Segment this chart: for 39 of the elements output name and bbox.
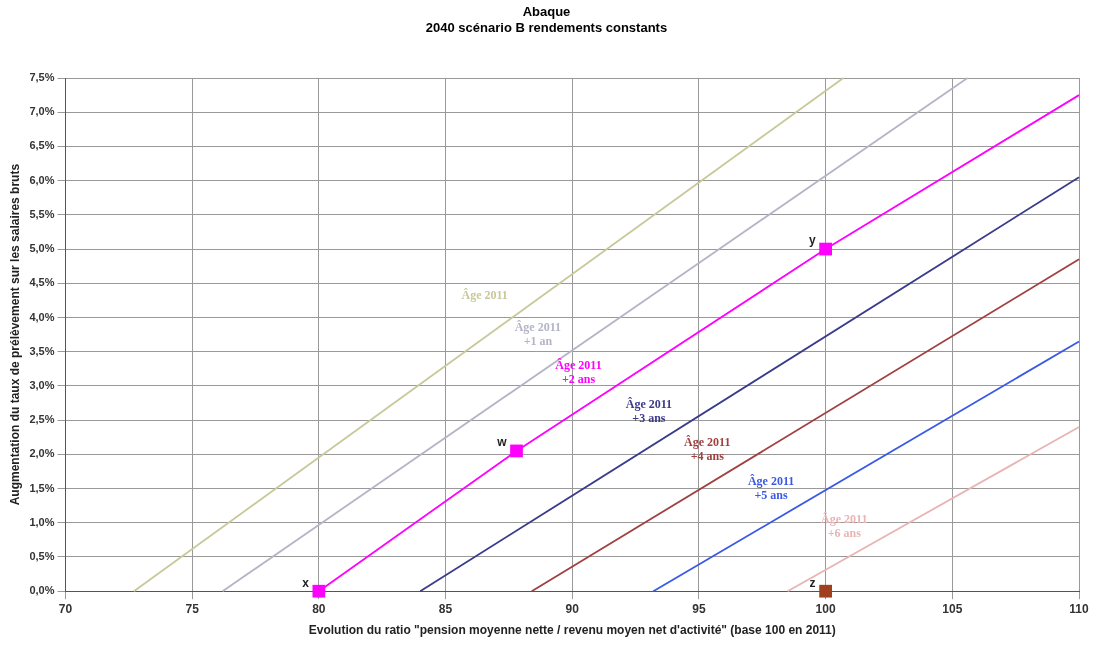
series-label: Âge 2011 +5 ans <box>747 473 795 502</box>
series-label: Âge 2011 +2 ans <box>555 358 602 387</box>
y-tick-label: 5,5% <box>29 207 55 220</box>
y-tick-label: 1,0% <box>29 515 55 528</box>
y-tick-label: 2,5% <box>29 413 55 426</box>
x-tick-label: 85 <box>438 601 453 616</box>
y-tick-label: 6,5% <box>29 139 55 152</box>
annotation: x <box>302 575 310 590</box>
y-tick-label: 0,0% <box>29 584 55 597</box>
y-tick-label: 2,0% <box>29 447 55 460</box>
series-label: Âge 2011 +4 ans <box>684 435 731 464</box>
y-tick-label: 4,0% <box>29 310 55 323</box>
chart-title: Abaque <box>521 4 572 20</box>
x-tick-label: 90 <box>565 601 580 616</box>
series-label: Âge 2011 <box>461 288 508 303</box>
y-tick-label: 5,0% <box>29 242 55 255</box>
y-tick-label: 7,5% <box>29 71 55 84</box>
y-tick-label: 7,0% <box>29 105 55 118</box>
x-tick-label: 70 <box>58 601 73 616</box>
series-label: Âge 2011 +3 ans <box>625 396 673 425</box>
x-tick-label: 75 <box>185 601 200 616</box>
series-label: Âge 2011 +1 an <box>514 319 562 348</box>
y-tick-label: 0,5% <box>29 550 55 563</box>
annotation: w <box>496 435 508 450</box>
x-tick-label: 100 <box>815 601 836 616</box>
x-tick-label: 105 <box>942 601 963 616</box>
x-tick-label: 110 <box>1069 601 1090 616</box>
x-axis-title: Evolution du ratio "pension moyenne nette / revenu moyen net d'activité" (base 100 en 2011) <box>308 623 836 638</box>
y-tick-label: 1,5% <box>29 481 55 494</box>
x-tick-label: 80 <box>312 601 326 616</box>
annotation: y <box>808 233 816 248</box>
chart-subtitle: 2040 scénario B rendements constants <box>424 20 669 36</box>
y-tick-label: 3,5% <box>29 344 55 357</box>
y-axis-title: Augmentation du taux de prélèvement sur les salaires bruts <box>7 163 22 506</box>
y-tick-label: 3,0% <box>29 378 55 391</box>
y-tick-label: 4,5% <box>29 276 55 289</box>
x-tick-label: 95 <box>692 601 706 616</box>
annotation: z <box>809 575 816 590</box>
y-tick-label: 6,0% <box>29 173 55 186</box>
